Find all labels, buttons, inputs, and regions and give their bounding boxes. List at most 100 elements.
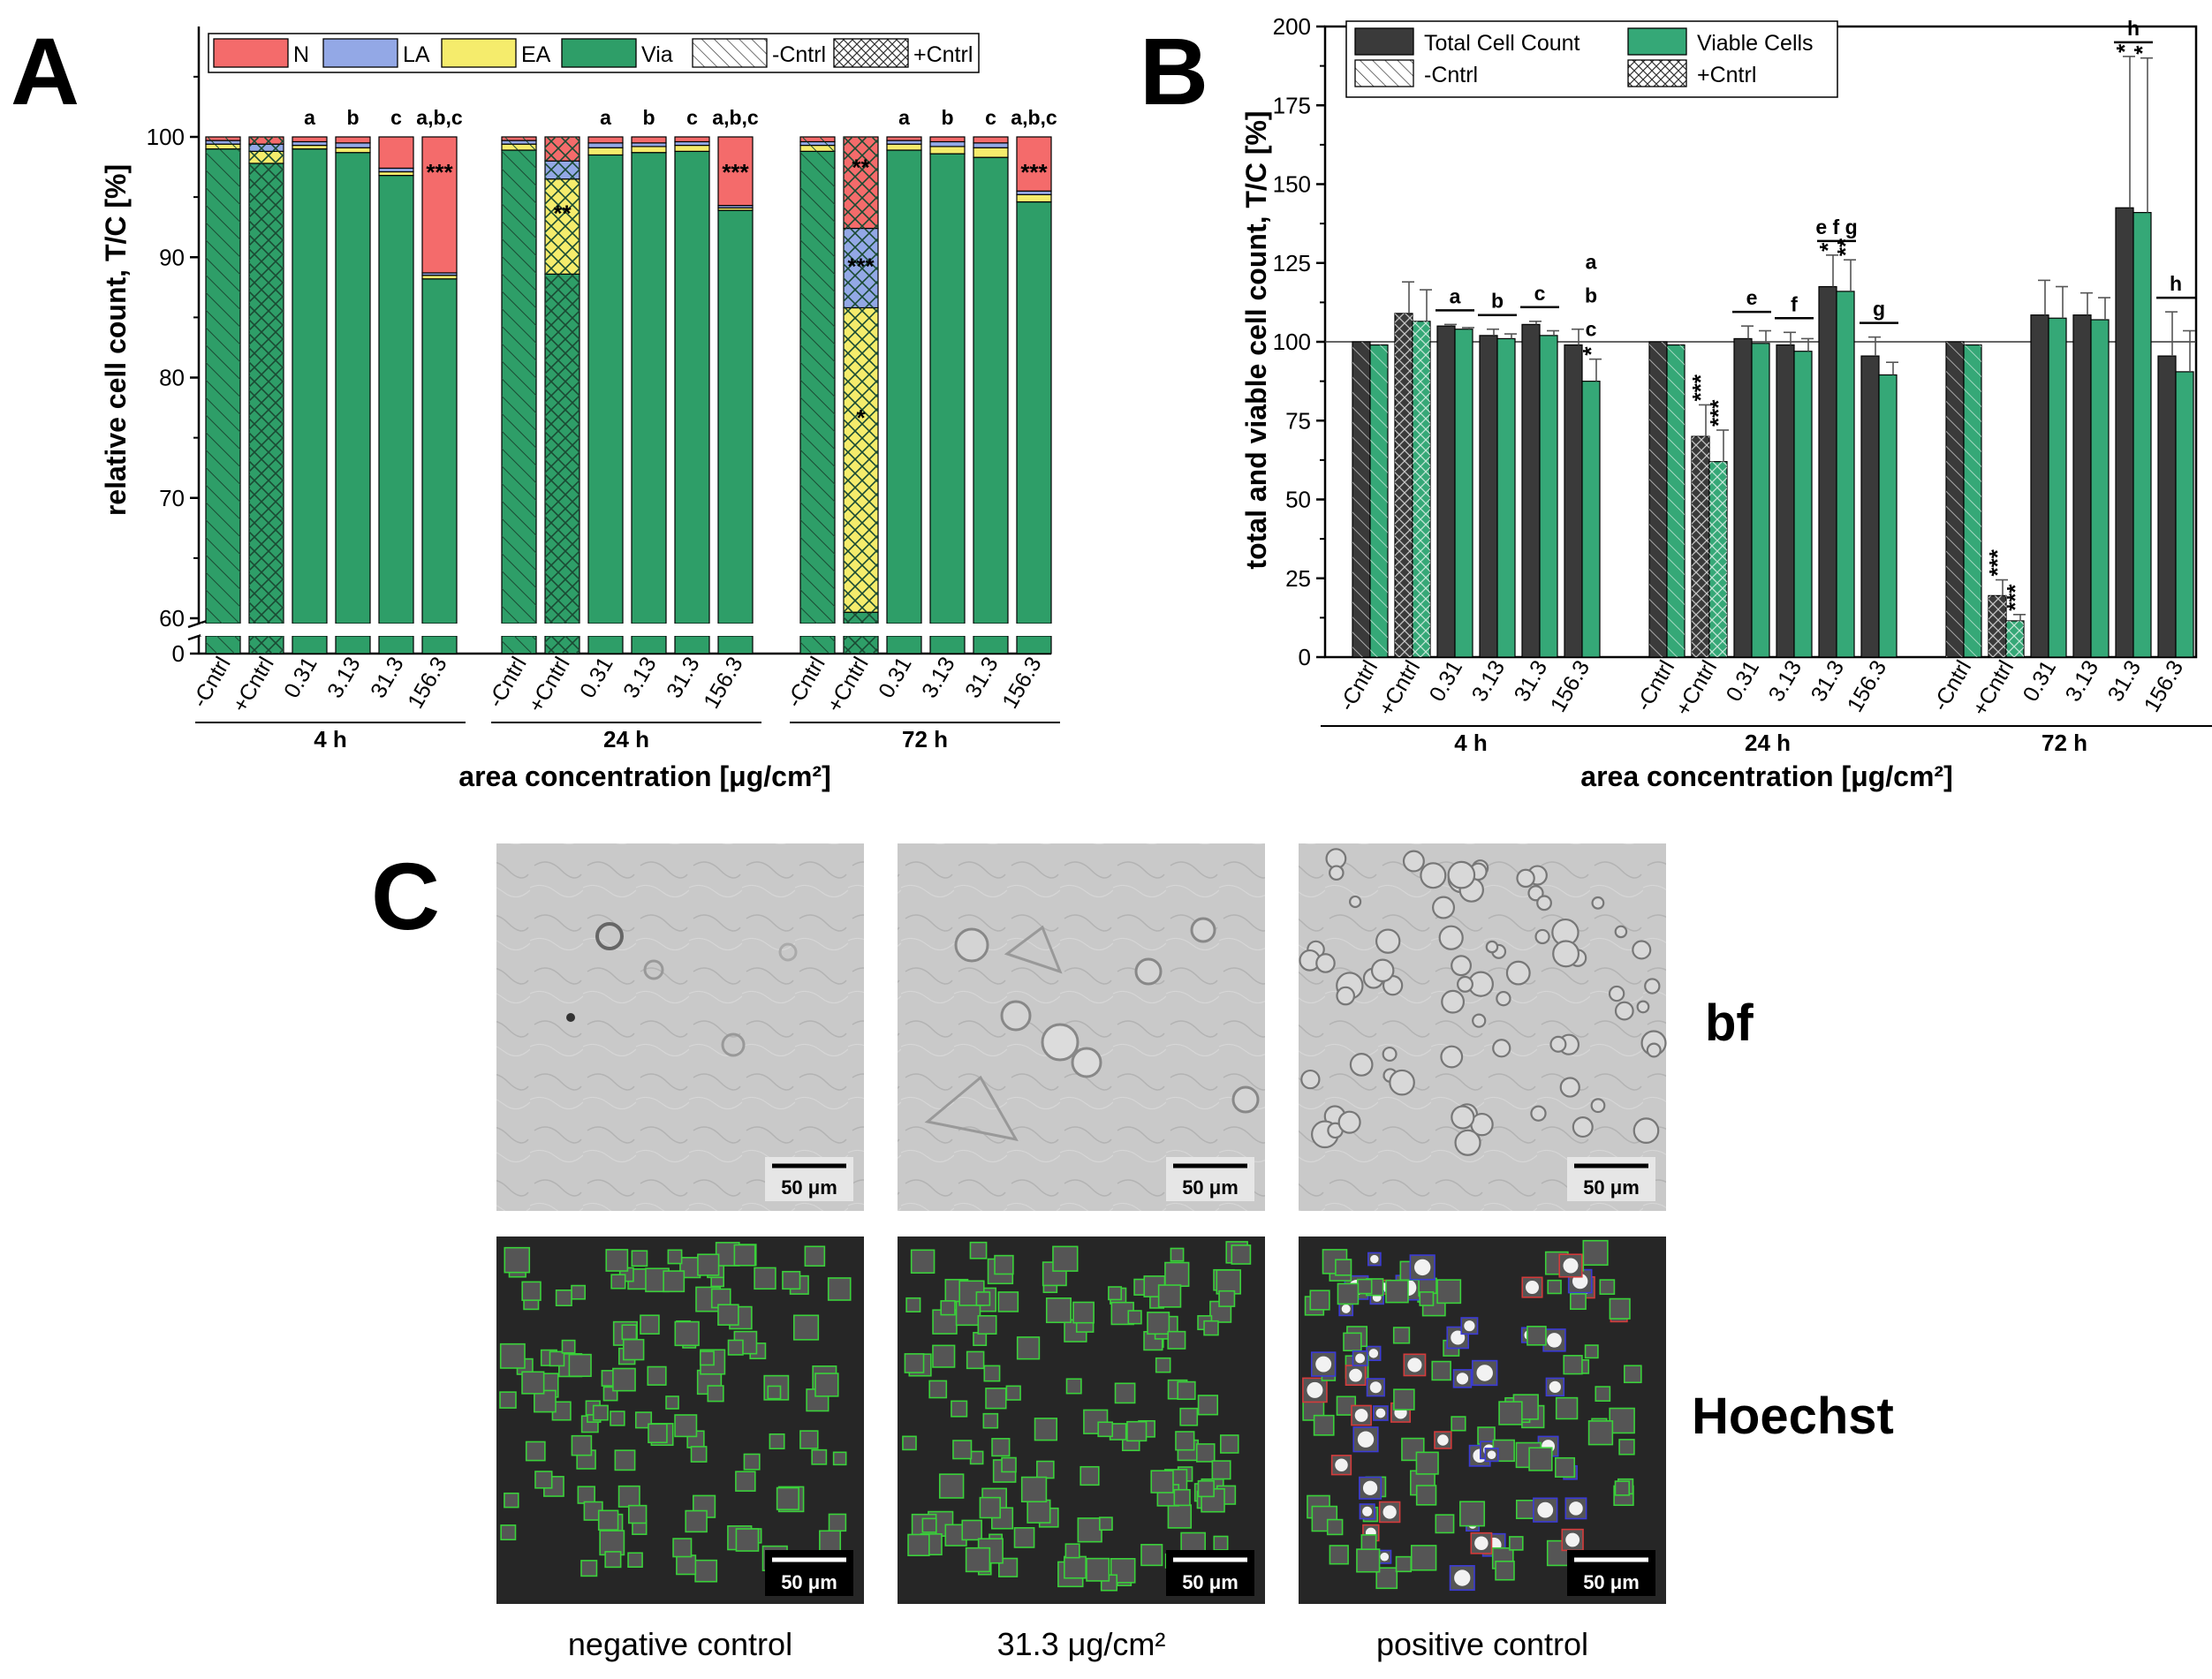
a-bar-lower xyxy=(587,635,624,654)
nucleus-box xyxy=(1326,1518,1344,1536)
nucleus-box xyxy=(961,1519,982,1541)
nucleus-bright xyxy=(1407,1358,1422,1373)
nucleus-box xyxy=(1110,1558,1136,1584)
bf-image-31-3 xyxy=(898,843,1265,1211)
nucleus-box xyxy=(1175,1431,1195,1451)
nucleus-box xyxy=(1231,1244,1252,1265)
a-bar-viable-hatch xyxy=(502,149,536,624)
nucleus-box xyxy=(699,1350,715,1366)
bf-cell xyxy=(1382,1046,1398,1062)
nucleus-box xyxy=(782,1270,801,1290)
b-significance-letter: h xyxy=(2127,17,2140,40)
nucleus-box xyxy=(1005,1385,1021,1401)
bf-image-positive-control xyxy=(1299,843,1667,1211)
a-bar-necrotic xyxy=(1016,136,1052,192)
b-significance-letter: a xyxy=(1450,284,1461,307)
bf-cell xyxy=(1536,895,1552,911)
nucleus-box xyxy=(966,1350,985,1370)
a-bar-necrotic-hatch xyxy=(800,137,835,142)
nucleus-box xyxy=(1216,1269,1241,1295)
nucleus-box xyxy=(727,1339,744,1356)
b-bar-total xyxy=(1733,337,1753,658)
a-significance-letter: c xyxy=(390,106,402,129)
a-x-axis-title: area concentration [μg/cm²] xyxy=(458,760,830,792)
bf-cell xyxy=(1644,978,1661,995)
b-legend: Total Cell Count Viable Cells -Cntrl +Cntrl xyxy=(1345,20,1838,98)
nucleus-box xyxy=(1026,1499,1051,1524)
a-bar-viable xyxy=(631,152,667,624)
b-bar-viable xyxy=(1878,374,1898,658)
nucleus-box xyxy=(1356,1548,1381,1573)
nucleus-box xyxy=(521,1281,542,1301)
nucleus-box xyxy=(1173,1488,1191,1507)
bf-cell xyxy=(1336,986,1356,1006)
nucleus-box xyxy=(672,1538,693,1558)
panel-letter-c: C xyxy=(371,843,440,949)
panel-letter-b: B xyxy=(1140,18,1208,125)
nucleus-box xyxy=(910,1249,936,1274)
nucleus-box xyxy=(1013,1527,1035,1548)
a-y-tick-label: 100 xyxy=(147,124,185,150)
b-star-label: * xyxy=(2111,43,2138,53)
nucleus-box xyxy=(985,1388,1007,1410)
a-y-tick-label: 80 xyxy=(159,365,185,391)
nucleus-bright xyxy=(1437,1434,1449,1446)
bf-cell xyxy=(1454,1129,1481,1156)
nucleus-box xyxy=(1157,1284,1182,1308)
a-bar-lower xyxy=(292,635,328,654)
nucleus-box xyxy=(832,1451,847,1466)
nucleus-box xyxy=(685,1509,708,1533)
b-y-tick-label: 200 xyxy=(1273,13,1311,40)
a-legend-swatch xyxy=(441,38,517,68)
b-bar-viable xyxy=(1751,343,1770,658)
a-bar-necrotic xyxy=(335,136,371,144)
nucleus-box xyxy=(828,1513,847,1532)
nucleus-box xyxy=(1618,1439,1635,1456)
nucleus-bright xyxy=(1341,1304,1351,1313)
nucleus-box xyxy=(1335,1259,1352,1276)
a-category-label: 3.13 xyxy=(917,653,960,702)
bf-cell xyxy=(1432,896,1456,919)
a-bar-late_apoptotic xyxy=(335,142,371,148)
nucleus-box xyxy=(1584,1344,1599,1359)
nucleus-box xyxy=(982,1412,999,1429)
nucleus-box xyxy=(1170,1247,1185,1262)
nucleus-bright xyxy=(1375,1408,1386,1418)
nucleus-box xyxy=(1218,1290,1236,1307)
nucleus-box xyxy=(1211,1460,1231,1480)
nucleus-box xyxy=(1077,1517,1102,1543)
b-significance-letter: g xyxy=(1873,298,1885,321)
nucleus-box xyxy=(1599,1279,1616,1295)
a-group-label: 72 h xyxy=(902,726,948,753)
nucleus-box xyxy=(504,1246,531,1274)
a-bar-lower xyxy=(674,635,710,654)
bf-cell xyxy=(1472,1013,1487,1028)
a-bar-lower xyxy=(631,635,667,654)
a-group-label: 24 h xyxy=(603,726,649,753)
a-bar-late_apoptotic-cross xyxy=(545,161,580,179)
panel-b-chart: 0 25 50 75 100 125 150 175 200 total and viable c… xyxy=(1240,13,2212,792)
nucleus-box xyxy=(614,1449,636,1471)
a-legend-swatch xyxy=(692,38,768,68)
b-star-label: *** xyxy=(1687,374,1714,401)
nucleus-box xyxy=(1415,1485,1437,1506)
b-y-tick-label: 25 xyxy=(1285,565,1311,592)
nucleus-box xyxy=(1036,1460,1055,1479)
a-y-tick-label: 60 xyxy=(159,605,185,632)
b-bar-total xyxy=(1776,344,1795,658)
nucleus-bright xyxy=(1474,1536,1489,1551)
nucleus-box xyxy=(1528,1447,1553,1471)
nucleus-box xyxy=(597,1509,619,1531)
nucleus-box xyxy=(1515,1499,1535,1519)
nucleus-box xyxy=(525,1441,546,1462)
nucleus-box xyxy=(1419,1291,1435,1306)
a-legend-swatch xyxy=(322,38,398,68)
nucleus-box xyxy=(499,1342,526,1369)
nucleus-box xyxy=(571,1434,593,1456)
bf-image-negative-control xyxy=(496,843,864,1211)
nucleus-bright xyxy=(1349,1368,1362,1382)
a-bar-necrotic xyxy=(929,136,966,143)
nucleus-bright xyxy=(1370,1254,1379,1264)
b-category-label: 0.31 xyxy=(1425,656,1468,706)
nucleus-box xyxy=(1167,1330,1186,1350)
